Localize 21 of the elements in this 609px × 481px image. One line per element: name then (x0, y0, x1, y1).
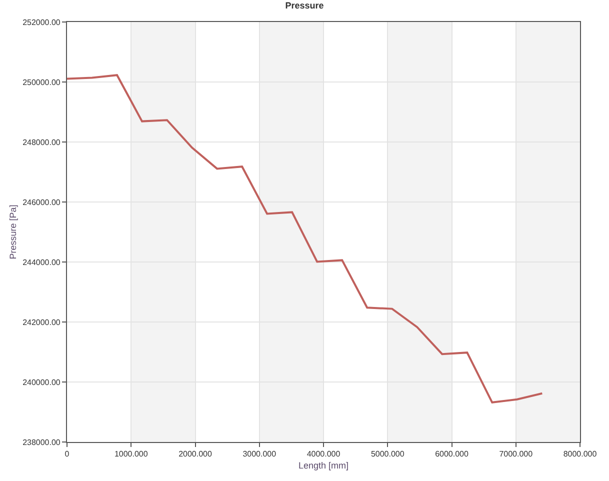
y-tick-label: 244000.00 (22, 258, 61, 267)
y-tick-label: 246000.00 (22, 198, 61, 207)
line-series (67, 74, 544, 404)
x-tick-label: 2000.000 (178, 450, 212, 459)
y-axis-title: Pressure [Pa] (8, 204, 18, 260)
x-tick-label: 7000.000 (499, 450, 534, 459)
y-tick-label: 248000.00 (22, 138, 61, 147)
x-tick-label: 1000.000 (114, 450, 148, 459)
x-tick-label: 5000.000 (370, 450, 405, 459)
y-tick-label: 242000.00 (22, 318, 61, 327)
x-tick-label: 6000.000 (435, 450, 469, 459)
y-tick-label: 250000.00 (22, 78, 61, 87)
x-tick-label: 4000.000 (306, 450, 341, 459)
y-tick-label: 238000.00 (22, 438, 61, 447)
x-tick-label: 3000.000 (242, 450, 277, 459)
x-tick-label: 0 (64, 450, 70, 459)
chart-title: Pressure (285, 0, 324, 11)
y-tick-label: 252000.00 (22, 18, 61, 27)
y-tick-label: 240000.00 (22, 378, 61, 387)
x-axis-title: Length [mm] (298, 460, 349, 470)
x-tick-label: 8000.000 (563, 450, 598, 459)
